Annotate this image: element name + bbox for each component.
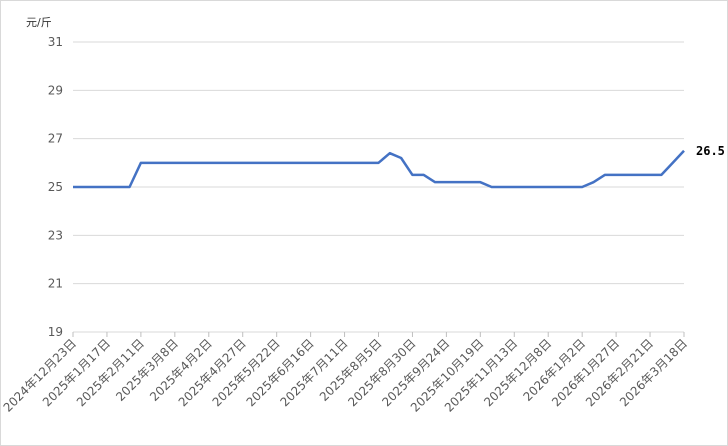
data-label: 26.5	[696, 144, 725, 158]
y-tick-label: 31	[48, 35, 63, 49]
y-tick-label: 23	[48, 228, 63, 242]
y-tick-label: 19	[48, 325, 63, 339]
y-tick-label: 27	[48, 132, 63, 146]
y-unit: 元/斤	[26, 16, 52, 29]
y-tick-label: 29	[48, 83, 63, 97]
y-tick-label: 25	[48, 180, 63, 194]
series-line	[73, 149, 685, 189]
y-tick-label: 21	[48, 277, 63, 291]
